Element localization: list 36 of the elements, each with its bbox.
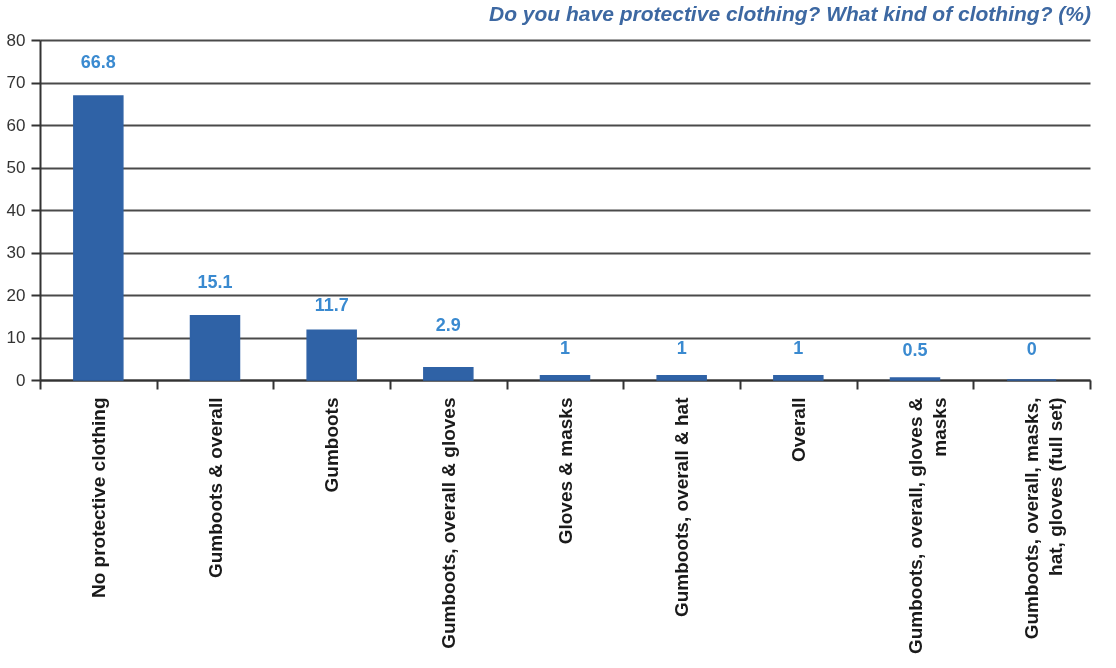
- y-tick-label: 60: [6, 115, 26, 135]
- bar: [306, 329, 357, 381]
- y-tick-label: 10: [6, 328, 26, 347]
- bar: [889, 377, 941, 381]
- x-tick-label: Gumboots, overall & hat: [671, 396, 693, 618]
- data-label: 0: [1026, 339, 1037, 359]
- y-tick-label: 20: [6, 285, 26, 305]
- x-tick-label: Overall: [787, 397, 809, 462]
- x-tick-label: Gumboots, overall, masks, hat, gloves (full set): [1021, 397, 1067, 640]
- chart-title: Do you have protective clothing? What kind of clothing? (%): [489, 2, 1091, 25]
- data-label: 1: [559, 337, 571, 358]
- bar: [423, 366, 474, 381]
- bar: [539, 375, 591, 381]
- x-tick-label: Gumboots & overall: [204, 397, 226, 579]
- bar: [73, 95, 124, 381]
- data-label: 2.9: [435, 314, 461, 335]
- y-tick-label: 0: [16, 370, 26, 390]
- x-tick-label: Gumboots: [321, 397, 343, 493]
- bar: [189, 315, 241, 381]
- data-label: 66.8: [80, 52, 116, 73]
- y-tick-label: 40: [6, 200, 26, 220]
- data-label: 0.5: [902, 339, 928, 360]
- bar: [656, 375, 707, 381]
- data-label: 1: [676, 337, 687, 358]
- data-label: 11.7: [314, 295, 349, 316]
- data-label: 15.1: [197, 271, 233, 292]
- y-tick-label: 80: [6, 30, 26, 50]
- y-tick-label: 50: [6, 158, 26, 177]
- x-tick-label: Gumboots, overall, gloves & masks: [904, 397, 950, 655]
- x-tick-label: No protective clothing: [87, 397, 109, 599]
- bar: [773, 375, 824, 381]
- x-tick-label: Gloves & masks: [554, 397, 576, 545]
- y-tick-label: 70: [6, 73, 26, 92]
- y-tick-label: 30: [6, 243, 26, 262]
- x-tick-label: Gumboots, overall & gloves: [437, 397, 459, 649]
- data-label: 1: [793, 337, 804, 358]
